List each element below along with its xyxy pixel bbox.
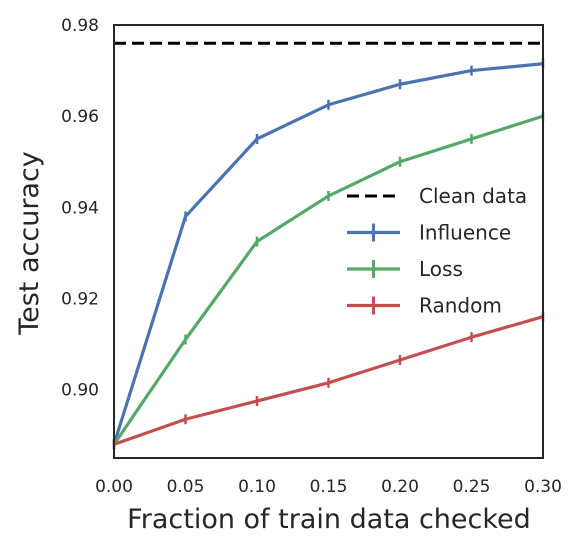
legend-label: Random (419, 294, 502, 318)
legend-item-loss: Loss (347, 257, 463, 281)
y-tick-label: 0.92 (61, 289, 99, 309)
x-axis-label: Fraction of train data checked (127, 504, 531, 535)
x-tick-label: 0.25 (453, 477, 491, 497)
legend-label: Clean data (419, 184, 527, 208)
x-tick-label: 0.05 (167, 477, 205, 497)
legend-item-influence: Influence (347, 221, 511, 245)
y-axis-ticks: 0.90 0.92 0.94 0.96 0.98 (61, 16, 99, 401)
x-tick-label: 0.10 (238, 477, 276, 497)
x-tick-label: 0.20 (381, 477, 419, 497)
y-tick-label: 0.98 (61, 16, 99, 36)
y-axis-label: Test accuracy (14, 151, 45, 336)
legend-item-clean-data: Clean data (347, 184, 527, 208)
legend-label: Influence (419, 221, 511, 245)
legend-label: Loss (419, 257, 463, 281)
x-tick-label: 0.00 (95, 477, 133, 497)
y-tick-label: 0.96 (61, 107, 99, 127)
plot-frame (113, 24, 544, 459)
y-tick-label: 0.94 (61, 198, 99, 218)
y-tick-label: 0.90 (61, 381, 99, 401)
x-tick-label: 0.30 (524, 477, 562, 497)
x-tick-label: 0.15 (310, 477, 348, 497)
legend: Clean data Influence Loss Random (347, 184, 527, 318)
x-axis-ticks: 0.00 0.05 0.10 0.15 0.20 0.25 0.30 (95, 477, 562, 497)
legend-item-random: Random (347, 294, 502, 318)
plot-border (113, 24, 544, 459)
